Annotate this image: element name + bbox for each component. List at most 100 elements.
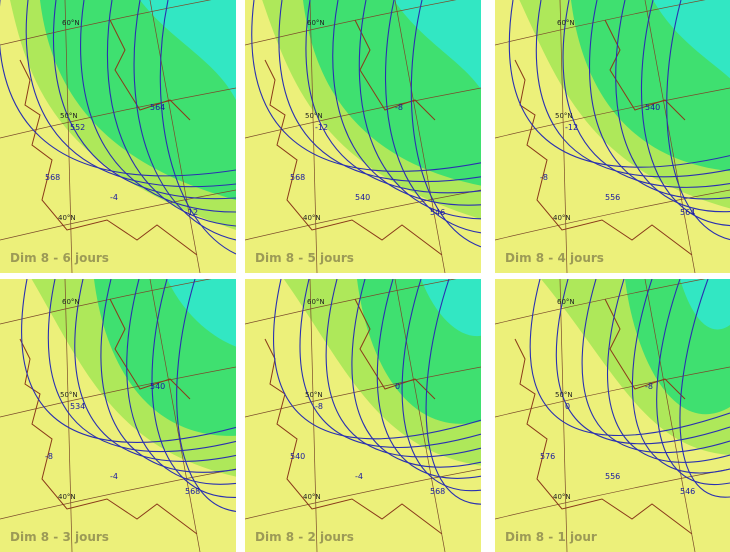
contour-label: 556 <box>605 472 620 481</box>
contour-line <box>151 279 236 498</box>
latitude-label: 40°N <box>553 214 571 222</box>
latitude-line <box>245 468 481 520</box>
meridian-line <box>309 0 318 273</box>
contour-line <box>332 0 481 206</box>
contour-label: 540 <box>645 103 660 112</box>
latitude-label: 50°N <box>305 112 323 120</box>
contour-label: 568 <box>45 173 60 182</box>
contour-label: 556 <box>605 193 620 202</box>
latitude-label: 50°N <box>60 391 78 399</box>
contour-label: 568 <box>185 487 200 496</box>
contour-label: 540 <box>355 193 370 202</box>
latitude-label: 50°N <box>555 391 573 399</box>
contour-label: -4 <box>110 193 118 202</box>
contour-label: 552 <box>70 123 85 132</box>
green-zone <box>303 0 481 186</box>
cyan-zone <box>653 0 730 79</box>
panel-caption: Dim 8 - 6 jours <box>10 251 109 265</box>
contour-line <box>401 279 481 492</box>
panel-caption: Dim 8 - 5 jours <box>255 251 354 265</box>
contour-line <box>656 279 730 486</box>
cyan-zone <box>421 279 481 337</box>
contour-label: -12 <box>185 208 198 217</box>
latitude-line <box>495 279 706 325</box>
contour-label: 0 <box>565 402 570 411</box>
contour-line <box>679 279 730 498</box>
meridian-line <box>559 0 568 273</box>
contour-line <box>299 279 481 448</box>
contour-line <box>562 0 730 188</box>
latitude-label: 50°N <box>305 391 323 399</box>
map-panel: 60°N 50°N 40°N 0 -8 556 546 576 Dim 8 - 1 jour <box>495 279 730 552</box>
latitude-line <box>245 366 481 418</box>
contour-line <box>159 0 236 255</box>
meridian-line <box>559 279 568 552</box>
coastline <box>19 298 198 535</box>
contour-line <box>25 0 236 188</box>
contour-label: 540 <box>290 452 305 461</box>
meridian-line <box>149 279 201 552</box>
contour-line <box>529 279 730 436</box>
contour-line <box>273 279 481 440</box>
map-panel: 60°N 50°N 40°N -12 -8 540 546 568 Dim 8 - 5 jour… <box>245 0 481 273</box>
map-panel: 60°N 50°N 40°N -12 540 556 564 -8 Dim 8 - 4 jour… <box>495 0 730 273</box>
contour-label: 540 <box>150 382 165 391</box>
latitude-label: 60°N <box>307 298 325 306</box>
cyan-zone <box>680 279 730 330</box>
contour-line <box>47 279 236 452</box>
contour-label: -8 <box>645 382 653 391</box>
meridian-line <box>644 0 696 273</box>
contour-line <box>632 279 730 474</box>
map-panel: 60°N 50°N 40°N -8 0 -4 568 540 Dim 8 - 2 jours <box>245 279 481 552</box>
meridian-line <box>309 279 318 552</box>
latitude-label: 60°N <box>557 19 575 27</box>
meridian-line <box>394 0 446 273</box>
coastline <box>264 298 443 535</box>
latitude-line <box>0 468 236 520</box>
latitude-label: 50°N <box>60 112 78 120</box>
latitude-line <box>0 87 236 139</box>
contour-label: 546 <box>680 487 695 496</box>
contour-line <box>52 0 236 200</box>
contour-label: -8 <box>395 103 403 112</box>
panel-caption: Dim 8 - 2 jours <box>255 530 354 544</box>
latitude-line <box>0 279 212 325</box>
latitude-line <box>495 87 730 139</box>
contour-label: -4 <box>110 472 118 481</box>
contour-line <box>425 279 481 505</box>
map-panel: 60°N 50°N 40°N 552 564 -4 -12 568 Dim 8 - 6 jour… <box>0 0 236 273</box>
contour-line <box>535 0 730 178</box>
contour-line <box>126 279 236 485</box>
contour-label: -12 <box>315 123 328 132</box>
latitude-line <box>495 366 730 418</box>
contour-label: 564 <box>150 103 165 112</box>
green-zone <box>40 0 236 200</box>
contour-label: -8 <box>315 402 323 411</box>
contour-line <box>358 0 481 220</box>
contour-label: 546 <box>430 208 445 217</box>
coastline <box>19 19 198 256</box>
contour-label: 564 <box>680 208 695 217</box>
latitude-label: 60°N <box>62 298 80 306</box>
contour-line <box>410 0 481 248</box>
meridian-line <box>644 279 696 552</box>
latitude-line <box>0 366 236 418</box>
panel-caption: Dim 8 - 3 jours <box>10 530 109 544</box>
latitude-label: 60°N <box>62 19 80 27</box>
contour-line <box>385 0 481 234</box>
contour-line <box>640 0 730 227</box>
contour-line <box>0 0 236 177</box>
contour-label: -12 <box>565 123 578 132</box>
latitude-label: 50°N <box>555 112 573 120</box>
latitude-label: 40°N <box>58 493 76 501</box>
contour-line <box>325 279 481 458</box>
contour-line <box>133 0 236 241</box>
contour-line <box>666 0 730 241</box>
contour-line <box>305 0 481 194</box>
latitude-label: 40°N <box>303 214 321 222</box>
contour-line <box>106 0 236 227</box>
contour-line <box>100 279 236 473</box>
meridian-line <box>64 279 73 552</box>
panel-caption: Dim 8 - 1 jour <box>505 530 597 544</box>
latitude-label: 40°N <box>303 493 321 501</box>
